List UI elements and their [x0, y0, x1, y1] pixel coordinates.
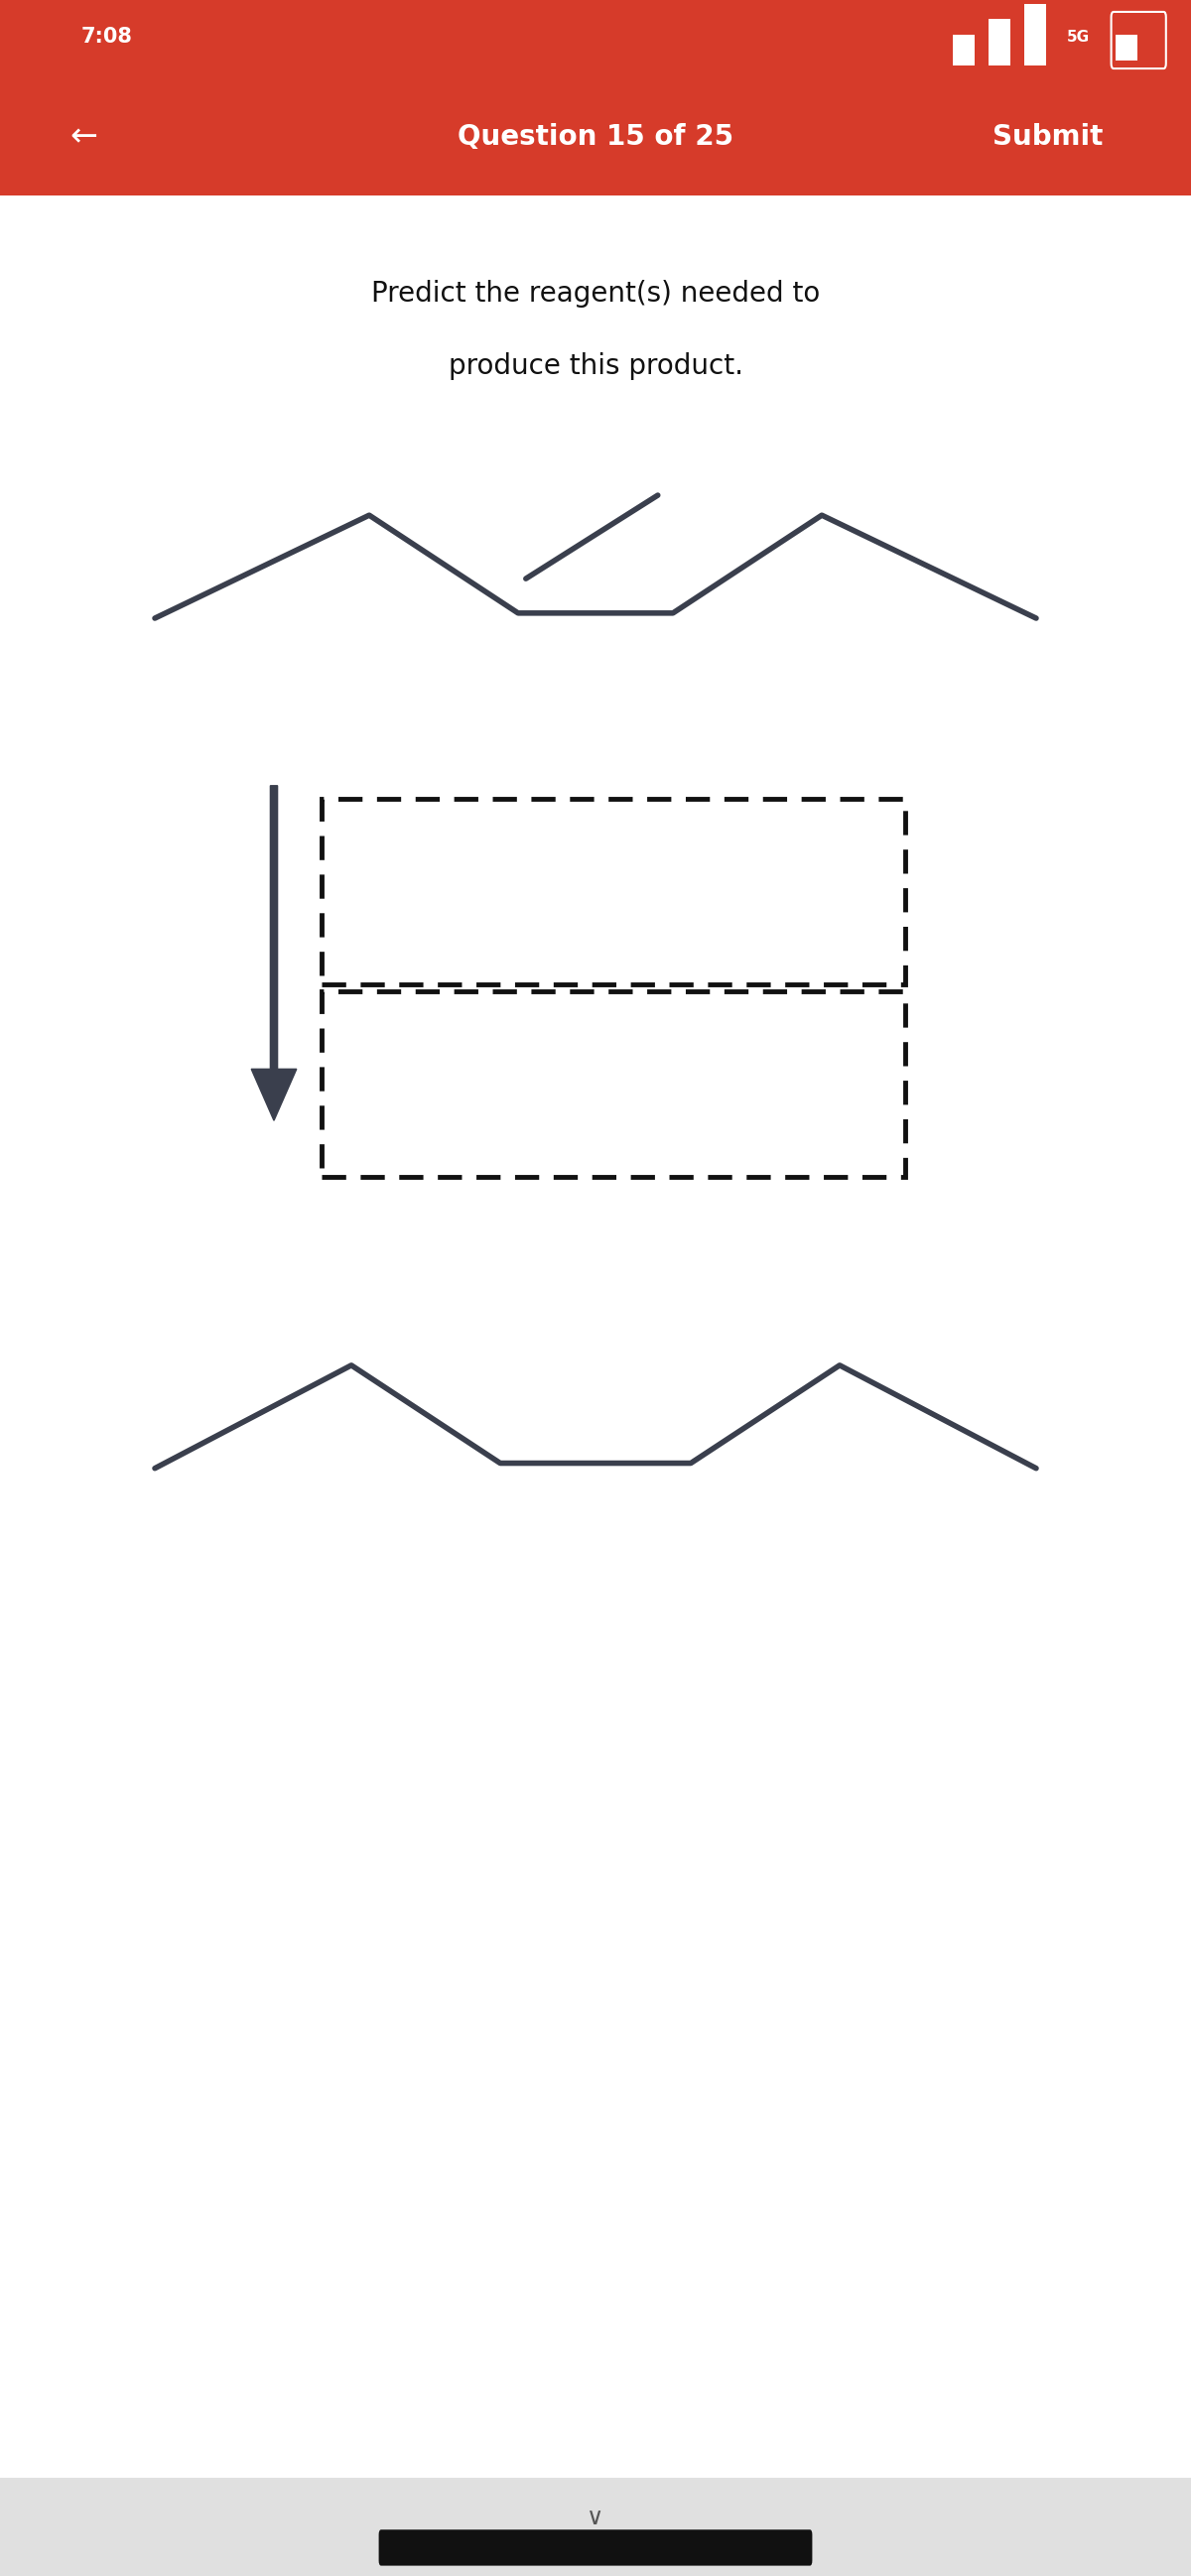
Text: produce this product.: produce this product. — [448, 353, 743, 379]
Bar — [322, 799, 905, 984]
Text: ←: ← — [69, 121, 98, 152]
FancyArrow shape — [251, 786, 297, 1121]
Text: ∨: ∨ — [587, 2506, 604, 2530]
Bar — [989, 18, 1010, 64]
Bar — [0, 77, 1191, 196]
Text: 7:08: 7:08 — [81, 28, 133, 46]
Bar — [1024, 3, 1046, 64]
Bar — [0, 0, 1191, 77]
Text: Question 15 of 25: Question 15 of 25 — [457, 124, 734, 149]
Text: Submit: Submit — [993, 124, 1103, 149]
Bar — [322, 992, 905, 1177]
Text: Predict the reagent(s) needed to: Predict the reagent(s) needed to — [372, 281, 819, 307]
FancyBboxPatch shape — [379, 2530, 812, 2566]
Bar — [1116, 33, 1137, 59]
Text: 5G: 5G — [1066, 31, 1090, 44]
Bar — [953, 33, 974, 64]
Bar — [0, 2478, 1191, 2576]
